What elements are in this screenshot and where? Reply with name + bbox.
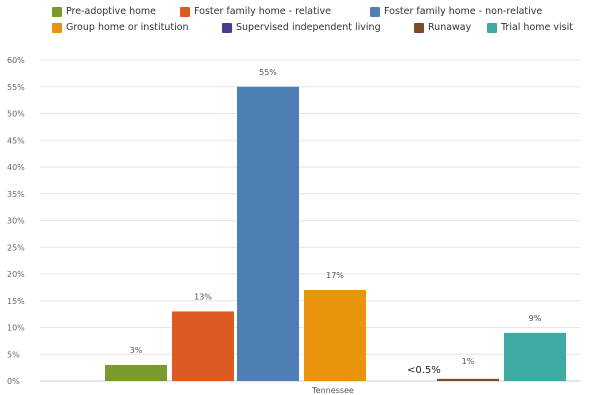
y-tick-label: 5% — [7, 350, 20, 359]
y-tick-label: 35% — [7, 190, 25, 199]
legend-item[interactable]: Supervised independent living — [222, 22, 381, 33]
data-label: <0.5% — [407, 365, 441, 376]
bar — [237, 86, 299, 381]
legend-row: Pre-adoptive home Foster family home - re… — [0, 6, 590, 20]
legend-swatch — [370, 6, 380, 17]
y-tick-label: 15% — [7, 297, 25, 306]
legend-label: Group home or institution — [66, 22, 189, 33]
x-category-label: Tennessee — [311, 386, 354, 395]
legend-label: Runaway — [428, 22, 472, 33]
y-tick-label: 30% — [7, 217, 25, 226]
bar — [304, 290, 366, 381]
legend-swatch — [52, 6, 62, 17]
y-tick-label: 20% — [7, 270, 25, 279]
legend-label: Supervised independent living — [236, 22, 381, 33]
y-tick-label: 60% — [7, 56, 25, 65]
legend-label: Trial home visit — [501, 22, 573, 33]
bar — [105, 364, 167, 381]
data-label: 55% — [259, 68, 277, 77]
legend-item[interactable]: Runaway — [414, 22, 471, 33]
data-label: 13% — [194, 292, 212, 301]
legend-label: Foster family home - non-relative — [384, 6, 543, 17]
legend-label: Pre-adoptive home — [66, 6, 157, 17]
bar — [437, 378, 499, 381]
legend-row: Group home or institution Supervised inde… — [0, 22, 590, 36]
legend-swatch — [487, 22, 497, 33]
legend-swatch — [52, 22, 62, 33]
bar — [172, 311, 234, 381]
data-label: 3% — [130, 346, 143, 355]
y-tick-label: 55% — [7, 83, 25, 92]
y-tick-label: 40% — [7, 163, 25, 172]
legend-swatch — [180, 6, 190, 17]
legend-item[interactable]: Pre-adoptive home — [52, 6, 156, 17]
legend-item[interactable]: Trial home visit — [487, 22, 573, 33]
data-label: 9% — [529, 314, 542, 323]
legend-swatch — [222, 22, 232, 33]
y-tick-label: 25% — [7, 243, 25, 252]
legend-swatch — [414, 22, 424, 33]
y-tick-label: 0% — [7, 377, 20, 386]
data-label: 1% — [462, 357, 475, 366]
y-tick-label: 50% — [7, 110, 25, 119]
y-tick-label: 10% — [7, 324, 25, 333]
y-tick-label: 45% — [7, 136, 25, 145]
legend-item[interactable]: Foster family home - non-relative — [370, 6, 542, 17]
data-label: 17% — [326, 271, 344, 280]
legend-label: Foster family home - relative — [194, 6, 331, 17]
legend-item[interactable]: Group home or institution — [52, 22, 189, 33]
bar — [504, 332, 566, 381]
legend-item[interactable]: Foster family home - relative — [180, 6, 331, 17]
